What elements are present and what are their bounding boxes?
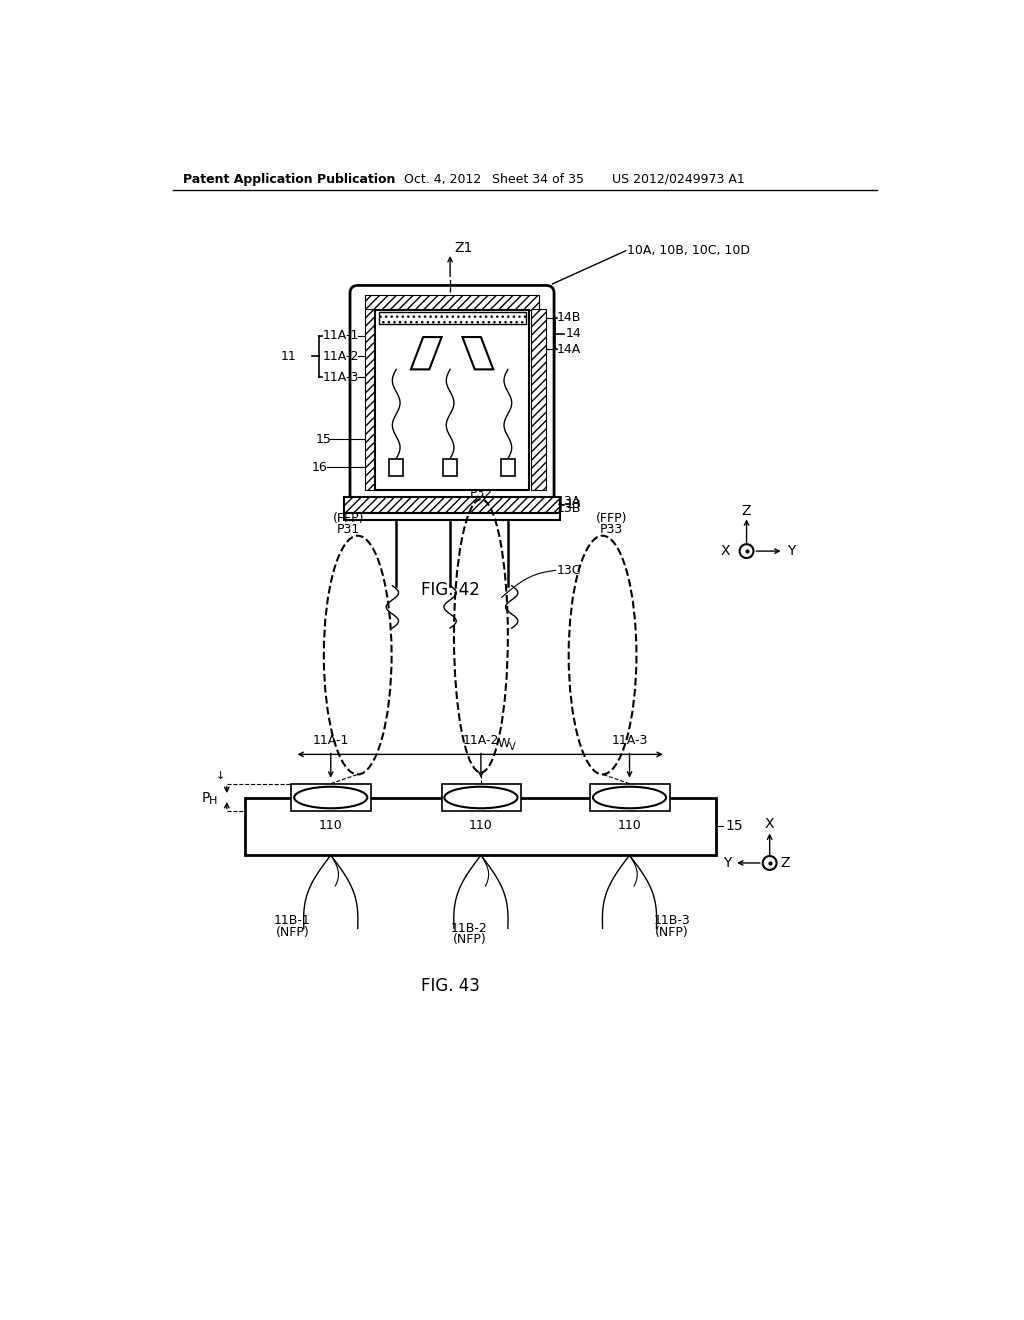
Bar [441,784,521,812]
Bar [443,459,457,475]
Text: 11A-3: 11A-3 [611,734,648,747]
Text: 11B-2: 11B-2 [451,921,487,935]
Text: US 2012/0249973 A1: US 2012/0249973 A1 [611,173,744,186]
Bar [379,312,525,323]
Text: ↓: ↓ [216,771,225,781]
Text: 14: 14 [565,327,582,341]
Text: 11A-2: 11A-2 [323,350,359,363]
Text: P32: P32 [469,487,493,500]
Ellipse shape [444,787,517,808]
Text: 14B: 14B [556,312,581,325]
Circle shape [763,857,776,870]
Text: FIG. 43: FIG. 43 [421,977,479,995]
Text: 11A-3: 11A-3 [323,371,359,384]
Text: P31: P31 [337,523,360,536]
Text: 110: 110 [617,820,641,833]
Text: Oct. 4, 2012: Oct. 4, 2012 [403,173,481,186]
Bar [344,498,560,512]
Text: Patent Application Publication: Patent Application Publication [183,173,395,186]
Text: 10A, 10B, 10C, 10D: 10A, 10B, 10C, 10D [628,244,751,257]
Text: 11A-1: 11A-1 [312,734,349,747]
Bar [590,784,670,812]
Bar [292,784,371,812]
Text: Z: Z [741,504,752,517]
Text: 110: 110 [469,820,493,833]
Text: (NFP): (NFP) [655,925,689,939]
Text: W: W [498,737,510,750]
Text: P: P [202,791,210,804]
Text: Z1: Z1 [455,242,473,256]
Text: X: X [765,817,774,832]
Ellipse shape [593,787,666,808]
Text: 14A: 14A [556,343,581,356]
Text: Y: Y [786,544,795,558]
Text: X: X [720,544,730,558]
FancyBboxPatch shape [350,285,554,506]
Text: FIG. 42: FIG. 42 [421,581,479,598]
Text: (NFP): (NFP) [453,933,486,946]
Text: Sheet 34 of 35: Sheet 34 of 35 [493,173,585,186]
Text: 11B-1: 11B-1 [273,915,310,927]
Text: (FFP): (FFP) [465,477,497,490]
Ellipse shape [294,787,368,808]
Bar [531,309,547,490]
Text: P33: P33 [600,523,624,536]
Text: 15: 15 [315,433,331,446]
Text: Y: Y [723,855,731,870]
Text: 11: 11 [281,350,296,363]
Text: 13B: 13B [556,502,581,515]
Polygon shape [463,337,494,370]
Text: (FFP): (FFP) [333,512,365,525]
Text: 11A-1: 11A-1 [323,329,359,342]
Bar [366,309,381,490]
Polygon shape [411,337,441,370]
Text: 11B-3: 11B-3 [653,915,690,927]
Bar [389,459,403,475]
Text: 110: 110 [318,820,343,833]
Text: 16: 16 [311,461,328,474]
Text: 11A-2: 11A-2 [463,734,499,747]
Text: 13A: 13A [556,495,581,508]
Text: 13: 13 [565,499,582,511]
Text: 15: 15 [725,818,742,833]
Text: H: H [209,796,217,805]
Text: 13C: 13C [556,564,581,577]
Bar [366,294,539,310]
Bar [245,797,716,855]
Text: Z: Z [780,855,790,870]
Bar [375,310,529,490]
Circle shape [739,544,754,558]
Text: V: V [509,742,515,751]
Text: (FFP): (FFP) [596,512,628,525]
Bar [501,459,515,475]
Bar [344,512,560,520]
Text: (NFP): (NFP) [275,925,309,939]
